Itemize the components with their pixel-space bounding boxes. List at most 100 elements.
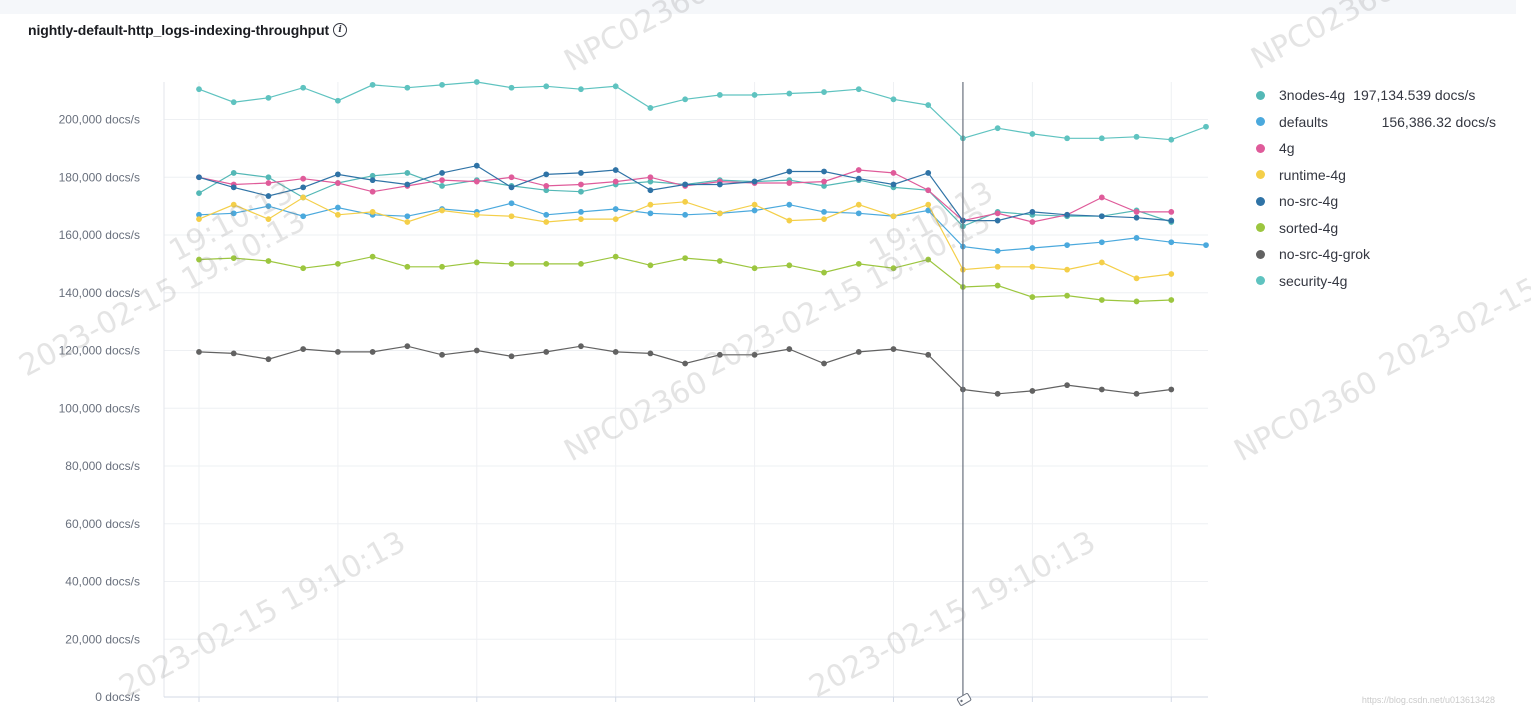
data-point[interactable]	[404, 84, 411, 91]
data-point[interactable]	[1029, 294, 1036, 300]
data-point[interactable]	[1133, 390, 1140, 397]
data-point[interactable]	[925, 351, 932, 358]
data-point[interactable]	[473, 162, 480, 169]
data-point[interactable]	[994, 125, 1001, 132]
data-point[interactable]	[994, 390, 1001, 397]
data-point[interactable]	[612, 349, 619, 355]
data-point[interactable]	[647, 201, 654, 208]
data-point[interactable]	[890, 213, 897, 220]
data-point[interactable]	[682, 181, 689, 188]
data-point[interactable]	[855, 349, 862, 355]
data-point[interactable]	[508, 84, 515, 91]
data-point[interactable]	[300, 84, 307, 91]
data-point[interactable]	[265, 216, 272, 223]
data-point[interactable]	[578, 188, 584, 195]
data-point[interactable]	[300, 194, 307, 201]
legend-item-defaults[interactable]: defaults 156,386.32 docs/s	[1256, 109, 1526, 136]
data-point[interactable]	[994, 282, 1001, 289]
data-point[interactable]	[855, 201, 862, 208]
data-point[interactable]	[890, 265, 897, 272]
data-point[interactable]	[300, 213, 307, 220]
data-point[interactable]	[751, 92, 758, 98]
data-point[interactable]	[196, 190, 202, 197]
data-point[interactable]	[890, 170, 897, 176]
data-point[interactable]	[786, 201, 793, 208]
data-point[interactable]	[230, 201, 237, 208]
data-point[interactable]	[404, 170, 411, 176]
data-point[interactable]	[230, 350, 237, 357]
data-point[interactable]	[716, 210, 723, 217]
data-point[interactable]	[647, 105, 654, 111]
series-sorted-4g[interactable]	[196, 253, 1175, 305]
data-point[interactable]	[508, 353, 515, 360]
data-point[interactable]	[1064, 382, 1071, 389]
data-point[interactable]	[716, 351, 723, 358]
series-no-src-4g[interactable]	[196, 162, 1175, 224]
legend-item-no-src-4g-grok[interactable]: no-src-4g-grok	[1256, 241, 1526, 268]
data-point[interactable]	[265, 203, 272, 210]
data-point[interactable]	[855, 86, 862, 93]
data-point[interactable]	[508, 174, 515, 181]
legend-item-security-4g[interactable]: security-4g	[1256, 268, 1526, 295]
data-point[interactable]	[196, 256, 202, 263]
data-point[interactable]	[751, 178, 758, 185]
data-point[interactable]	[1168, 208, 1175, 215]
data-point[interactable]	[404, 181, 411, 188]
data-point[interactable]	[196, 216, 202, 223]
data-point[interactable]	[369, 208, 376, 215]
data-point[interactable]	[786, 180, 793, 186]
data-point[interactable]	[1064, 266, 1071, 273]
data-point[interactable]	[265, 94, 272, 101]
data-point[interactable]	[821, 178, 827, 185]
data-point[interactable]	[1098, 386, 1105, 393]
data-point[interactable]	[1098, 213, 1105, 220]
data-point[interactable]	[1133, 298, 1140, 305]
data-point[interactable]	[578, 181, 584, 188]
data-point[interactable]	[369, 81, 376, 88]
data-point[interactable]	[994, 263, 1001, 270]
data-point[interactable]	[1133, 234, 1140, 241]
data-point[interactable]	[612, 253, 619, 260]
data-point[interactable]	[925, 256, 932, 263]
data-point[interactable]	[334, 211, 341, 218]
data-point[interactable]	[925, 170, 932, 176]
data-point[interactable]	[890, 181, 897, 188]
data-point[interactable]	[369, 188, 376, 195]
data-point[interactable]	[1133, 133, 1140, 140]
data-point[interactable]	[682, 255, 689, 261]
data-point[interactable]	[334, 260, 341, 267]
data-point[interactable]	[404, 263, 411, 270]
data-point[interactable]	[334, 180, 341, 186]
data-point[interactable]	[1203, 123, 1209, 130]
data-point[interactable]	[543, 171, 550, 178]
data-point[interactable]	[300, 265, 307, 272]
data-point[interactable]	[473, 347, 480, 354]
data-point[interactable]	[439, 177, 445, 184]
legend-item-3nodes-4g[interactable]: 3nodes-4g 197,134.539 docs/s	[1256, 82, 1526, 109]
data-point[interactable]	[265, 180, 272, 186]
data-point[interactable]	[508, 200, 515, 207]
data-point[interactable]	[1098, 135, 1105, 142]
data-point[interactable]	[612, 206, 619, 212]
data-point[interactable]	[265, 174, 272, 181]
data-point[interactable]	[647, 350, 654, 357]
data-point[interactable]	[821, 216, 827, 223]
data-point[interactable]	[682, 360, 689, 367]
data-point[interactable]	[647, 210, 654, 217]
data-point[interactable]	[751, 207, 758, 214]
data-point[interactable]	[1064, 242, 1071, 249]
data-point[interactable]	[265, 356, 272, 363]
data-point[interactable]	[786, 217, 793, 224]
series-security-4g[interactable]	[196, 79, 1209, 143]
data-point[interactable]	[682, 211, 689, 218]
data-point[interactable]	[334, 204, 341, 211]
data-point[interactable]	[855, 167, 862, 173]
data-point[interactable]	[578, 216, 584, 223]
data-point[interactable]	[1064, 211, 1071, 218]
data-point[interactable]	[1168, 239, 1175, 246]
legend-item-4g[interactable]: 4g	[1256, 135, 1526, 162]
data-point[interactable]	[578, 208, 584, 215]
data-point[interactable]	[1098, 239, 1105, 246]
data-point[interactable]	[1168, 217, 1175, 224]
